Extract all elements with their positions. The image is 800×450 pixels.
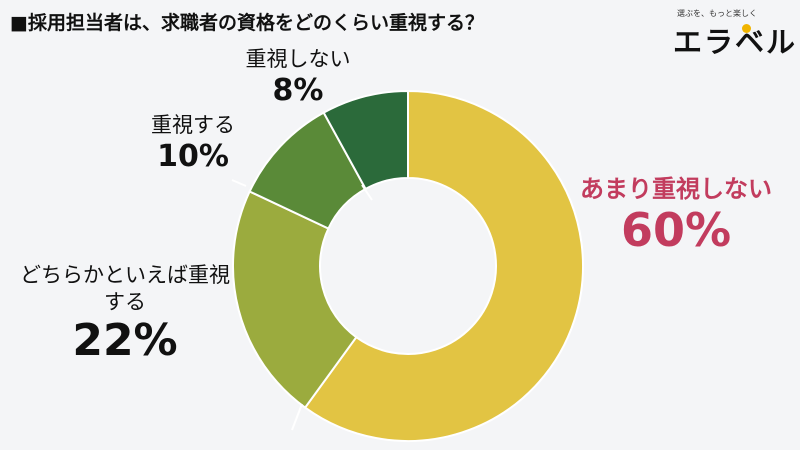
chart-title: ■採用担当者は、求職者の資格をどのくらい重視する？ xyxy=(10,12,484,34)
brand-logo: 選ぶを、もっと楽しく エラベル xyxy=(667,8,795,59)
logo-dot-icon xyxy=(742,24,751,33)
label-important: 重視する 10% xyxy=(138,112,248,175)
label-not-important-value: 8% xyxy=(272,73,324,108)
label-somewhat-important: どちらかといえば重視する 22% xyxy=(10,262,240,366)
leader-line xyxy=(361,184,373,201)
slice-not-very-important xyxy=(303,89,584,442)
leader-line xyxy=(231,179,247,187)
slice-somewhat-important xyxy=(232,190,358,409)
logo-tagline: 選ぶを、もっと楽しく xyxy=(677,9,757,18)
logo-wordmark: エラベル xyxy=(673,25,798,59)
label-important-name: 重視する xyxy=(151,113,235,137)
label-not-important-name: 重視しない xyxy=(245,47,351,71)
label-important-value: 10% xyxy=(157,139,229,174)
slice-not-important xyxy=(322,89,409,191)
label-not-very-important: あまり重視しない 60% xyxy=(580,175,772,258)
leader-line xyxy=(291,403,303,431)
label-somewhat-important-name: どちらかといえば重視する xyxy=(20,263,230,314)
label-not-very-important-name: あまり重視しない xyxy=(580,175,772,203)
label-not-important: 重視しない 8% xyxy=(228,46,368,109)
label-somewhat-important-value: 22% xyxy=(72,315,178,366)
label-not-very-important-value: 60% xyxy=(620,203,732,257)
